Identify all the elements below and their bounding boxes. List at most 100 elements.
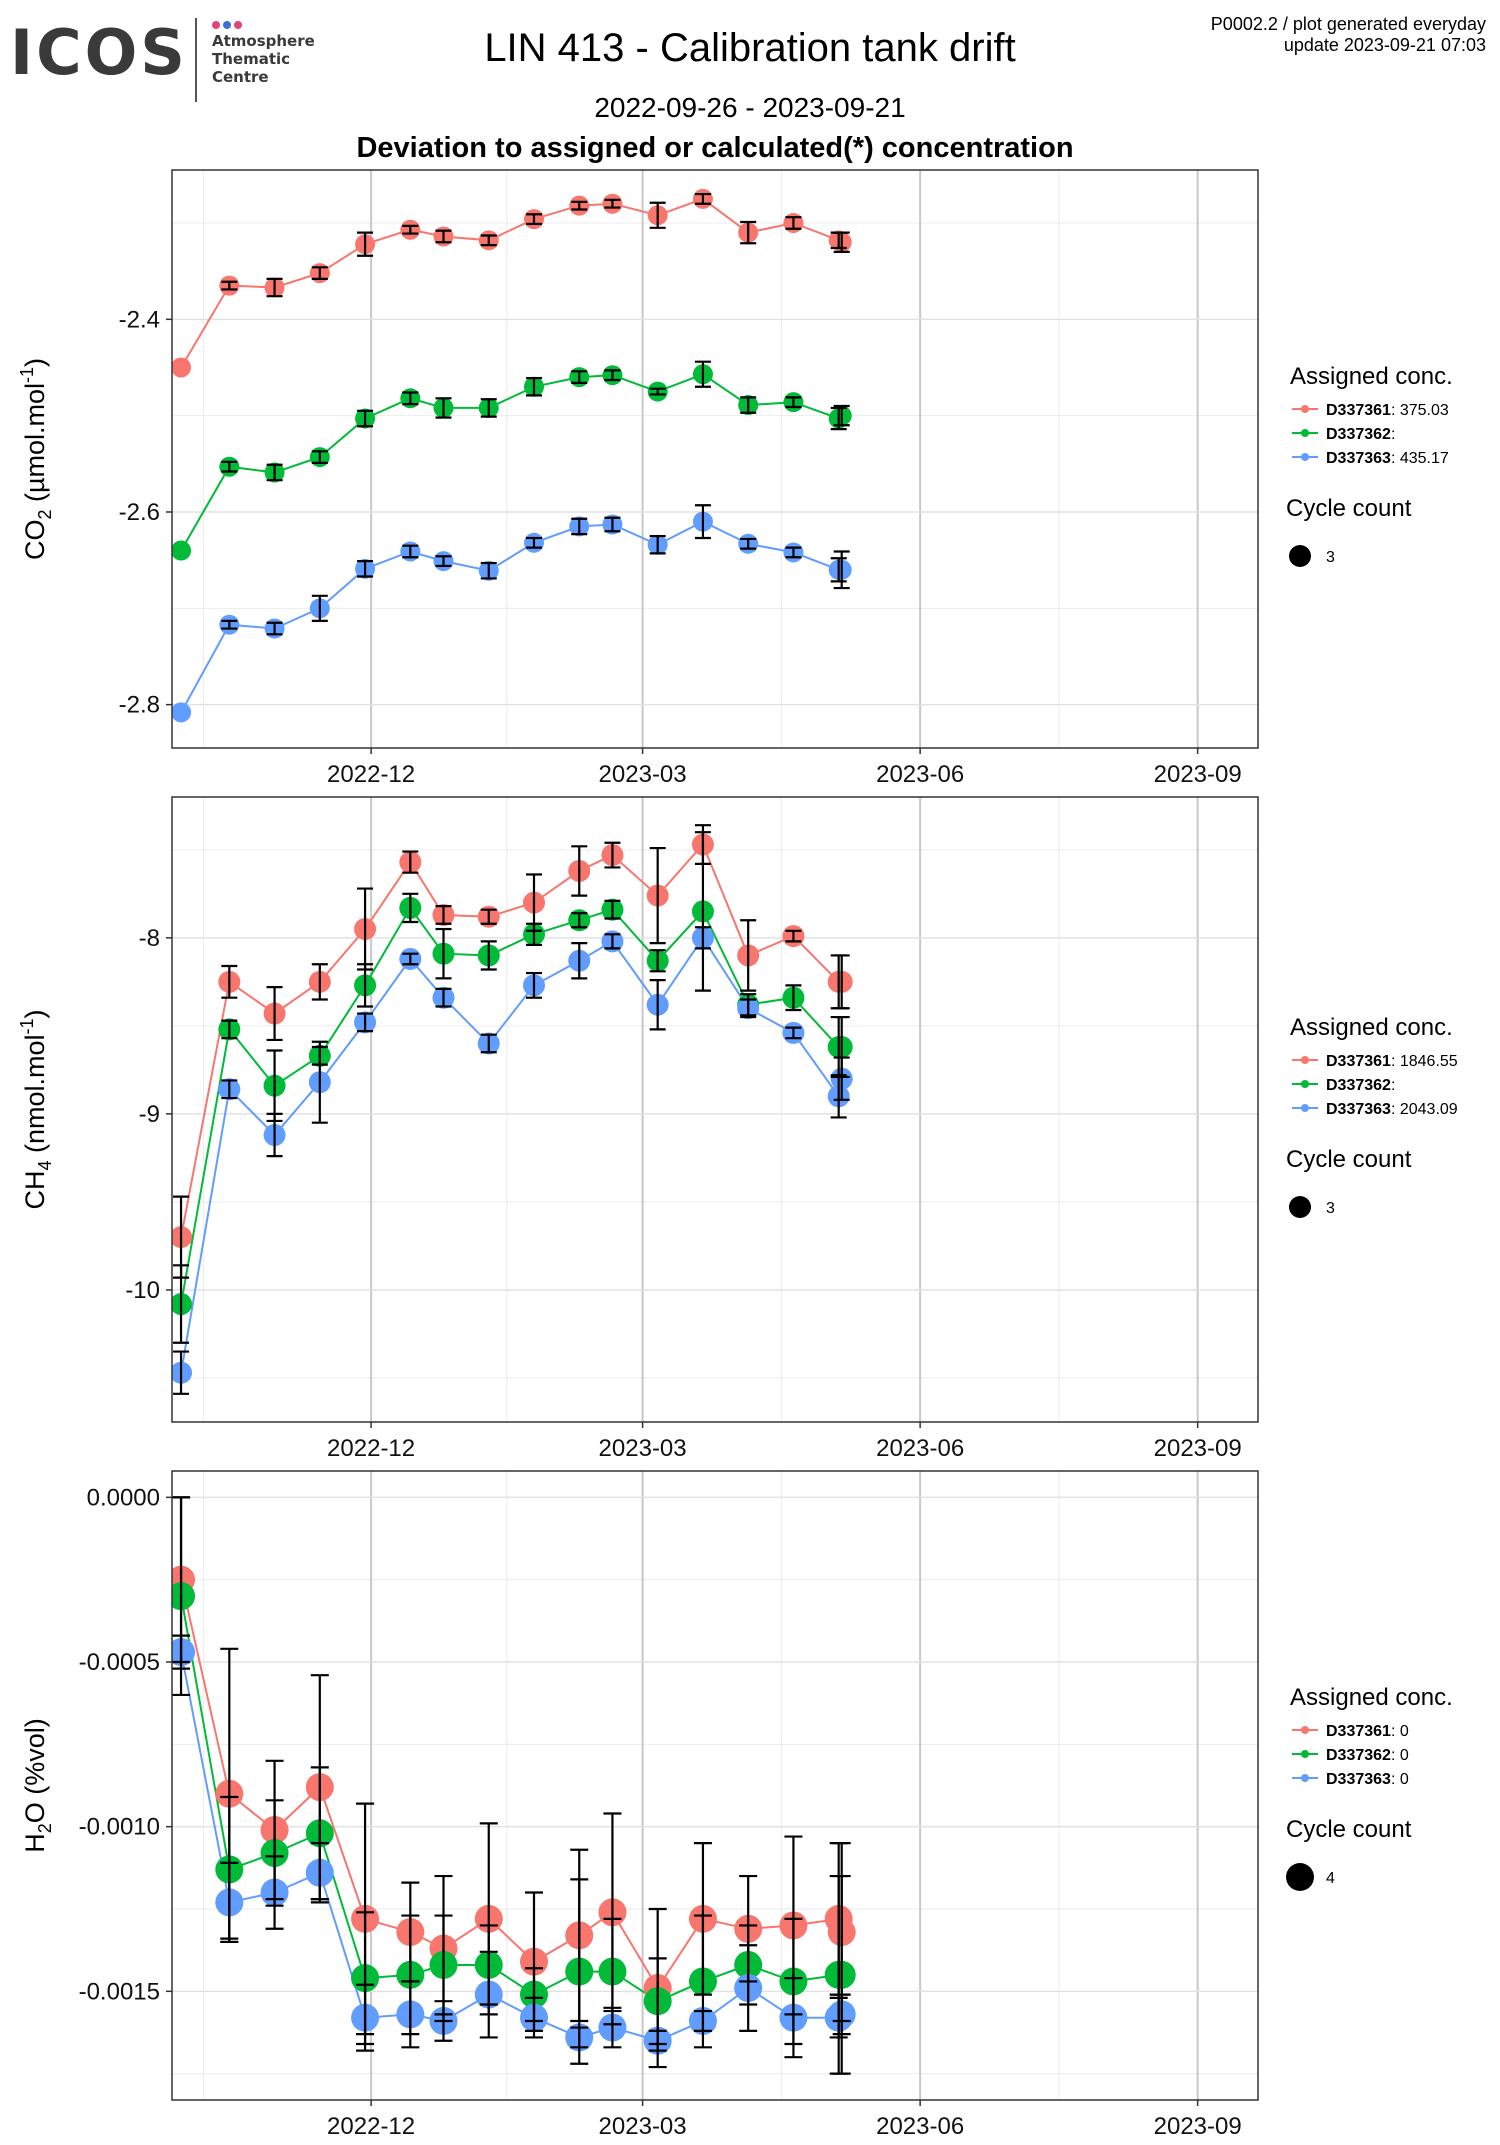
- legend-key-point: [1301, 1750, 1309, 1758]
- logo-text: ICOS: [10, 16, 188, 89]
- error-bar-D337363: [694, 926, 711, 950]
- x-tick-label: 2022-12: [327, 2113, 415, 2140]
- error-bar-D337361: [480, 234, 497, 247]
- error-bar-D337361: [435, 229, 452, 244]
- error-bar-D337361: [526, 213, 542, 226]
- error-bar-D337363: [830, 1074, 847, 1119]
- error-bar-D337361: [740, 919, 757, 992]
- error-bar-D337363: [265, 1855, 284, 1930]
- y-tick-label: -8: [139, 925, 160, 952]
- legend: Assigned conc. D337361: 1846.55 D337362: D3…: [1286, 1014, 1458, 1218]
- data-point-D337363: [172, 702, 192, 723]
- legend-label: D337361: 375.03: [1326, 402, 1449, 419]
- cycle-count-value: 3: [1326, 1200, 1335, 1217]
- y-axis-label: H2O (%vol): [20, 1718, 55, 1853]
- error-bar-D337363: [220, 1861, 239, 1944]
- error-bar-D337361: [480, 908, 497, 925]
- error-bar-D337362: [785, 396, 802, 409]
- y-tick-label: -0.0005: [79, 1649, 160, 1676]
- error-bar-D337361: [833, 231, 850, 253]
- legend-label: D337363: 0: [1326, 1771, 1409, 1788]
- error-bar-D337362: [526, 376, 542, 397]
- icos-logo: ICOS Atmosphere Thematic Centre: [10, 14, 330, 104]
- legend-item-D337361: D337361: 0: [1292, 1723, 1409, 1740]
- y-axis-label: CH4 (nmol.mol-1): [17, 1009, 55, 1209]
- cycle-count-title: Cycle count: [1286, 1816, 1412, 1843]
- error-bar-D337363: [221, 619, 238, 630]
- error-bar-D337362: [357, 963, 374, 1008]
- date-range: 2022-09-26 - 2023-09-21: [594, 92, 906, 123]
- legend-key-point: [1301, 1726, 1309, 1734]
- logo-separator: [195, 18, 197, 102]
- legend-item-D337361: D337361: 1846.55: [1292, 1053, 1458, 1070]
- error-bar-D337362: [357, 409, 374, 428]
- error-bar-D337363: [266, 1112, 283, 1158]
- cycle-count-value: 3: [1326, 549, 1335, 566]
- error-bar-D337363: [740, 998, 757, 1019]
- error-bar-D337363: [311, 1040, 328, 1124]
- error-bar-D337363: [649, 978, 666, 1031]
- error-bar-D337361: [435, 905, 452, 925]
- error-bar-D337362: [221, 460, 238, 473]
- error-bar-D337363: [479, 1950, 498, 2039]
- error-bar-D337362: [480, 940, 497, 971]
- error-bar-D337363: [833, 550, 850, 590]
- error-bar-D337362: [221, 1019, 238, 1040]
- series-line-D337362: [180, 906, 842, 1305]
- error-bar-D337363: [830, 557, 847, 583]
- plot-info-line-1: P0002.2 / plot generated everyday: [1210, 14, 1486, 34]
- legend-key-point: [1301, 1104, 1309, 1112]
- page-title: LIN 413 - Calibration tank drift: [484, 26, 1016, 70]
- legend-title: Assigned conc.: [1290, 363, 1453, 390]
- error-bar-D337362: [604, 369, 621, 382]
- legend-label: D337362:: [1326, 1077, 1395, 1094]
- error-bar-D337362: [694, 360, 711, 388]
- error-bar-D337363: [435, 987, 452, 1008]
- error-bar-D337363: [480, 561, 497, 580]
- legend: Assigned conc. D337361: 375.03 D337362: D33…: [1286, 363, 1453, 567]
- x-tick-label: 2023-09: [1154, 2113, 1242, 2140]
- y-tick-label: -0.0010: [79, 1814, 160, 1841]
- error-bar-D337362: [435, 927, 452, 980]
- error-bar-D337362: [526, 922, 542, 946]
- x-tick-label: 2023-09: [1154, 761, 1242, 788]
- plot-info: P0002.2 / plot generated everyday update…: [1211, 14, 1486, 56]
- error-bar-D337361: [649, 201, 666, 229]
- panel-border: [171, 1470, 1259, 2101]
- error-bar-D337363: [829, 1996, 848, 2039]
- error-bar-D337363: [526, 536, 542, 549]
- error-bar-D337361: [402, 224, 419, 235]
- error-bar-D337362: [402, 892, 419, 924]
- chart-panel-h2o: 0.0000 -0.0005 -0.0010 -0.0015 2022-12 2023-0…: [20, 1470, 1453, 2140]
- error-bar-D337361: [604, 841, 621, 869]
- error-bar-D337363: [356, 1983, 375, 2052]
- legend-label: D337363: 2043.09: [1326, 1101, 1458, 1118]
- legend-item-D337363: D337363: 435.17: [1292, 450, 1449, 467]
- error-bar-D337363: [357, 560, 374, 578]
- legend-key-point: [1301, 1774, 1309, 1782]
- error-bar-D337363: [311, 594, 328, 622]
- logo-subtext-line-2: Thematic: [212, 50, 291, 68]
- error-bar-D337363: [739, 1944, 758, 2032]
- logo-subtext-line-3: Centre: [212, 68, 269, 86]
- y-tick-label: -9: [139, 1101, 160, 1128]
- legend-label: D337361: 1846.55: [1326, 1053, 1458, 1070]
- legend-item-D337362: D337362:: [1292, 1077, 1395, 1094]
- error-bar-D337361: [221, 280, 238, 291]
- error-bar-D337361: [221, 964, 238, 999]
- legend-key-point: [1301, 1056, 1309, 1064]
- cycle-count-key: [1289, 1196, 1311, 1218]
- error-bar-D337363: [526, 971, 542, 999]
- error-bar-D337362: [266, 463, 283, 482]
- error-bar-D337363: [740, 537, 757, 550]
- x-tick-label: 2023-06: [876, 1435, 964, 1462]
- error-bar-D337363: [525, 1996, 543, 2039]
- data-point-D337363: [172, 1638, 196, 1667]
- error-bar-D337361: [266, 277, 283, 298]
- y-tick-label: -10: [125, 1277, 160, 1304]
- error-bar-D337363: [434, 2000, 453, 2042]
- error-bar-D337361: [740, 220, 757, 245]
- legend-item-D337362: D337362:: [1292, 426, 1395, 443]
- plot-area: [172, 188, 852, 723]
- error-bar-D337363: [571, 942, 588, 980]
